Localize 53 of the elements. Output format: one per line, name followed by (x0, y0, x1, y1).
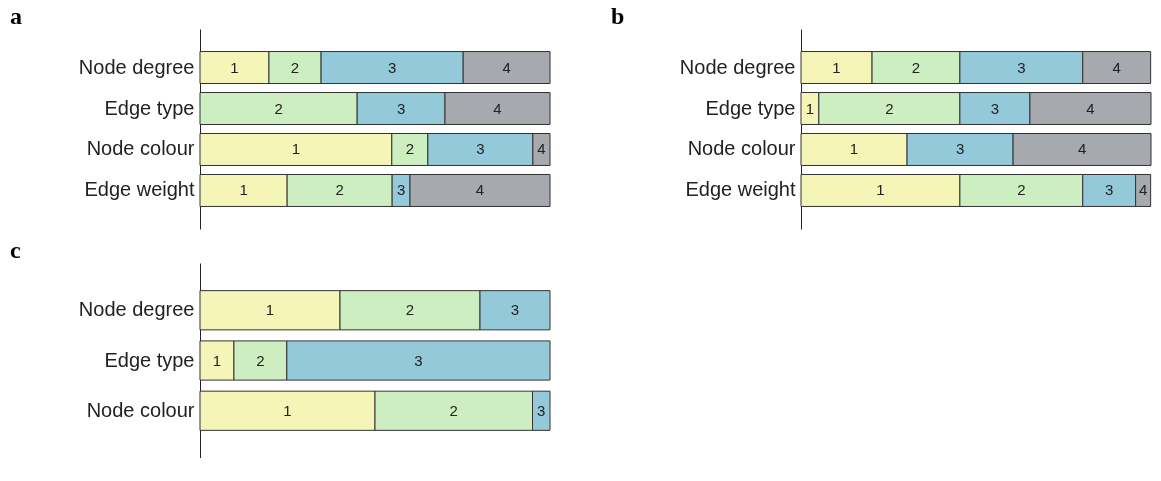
series-label: 1 (283, 401, 292, 419)
series-label: 4 (1138, 181, 1148, 199)
series-label: 1 (230, 58, 239, 76)
text: 3 (510, 301, 520, 319)
text: 2 (274, 99, 283, 117)
text: 3 (476, 140, 485, 158)
y-tick-label: Edge type (705, 96, 796, 119)
text: 3 (1105, 181, 1114, 199)
text: 1 (832, 58, 841, 76)
y-tick-label: Node degree (78, 298, 195, 321)
text: 2 (405, 301, 415, 319)
y-tick-label: Edge weight (685, 178, 796, 201)
series-label: 4 (537, 140, 546, 158)
text: 2 (1017, 181, 1026, 199)
text: 3 (955, 140, 965, 158)
text: 3 (396, 99, 406, 117)
chart-title: b (611, 3, 625, 29)
text: 4 (1112, 58, 1121, 76)
y-tick-label: Node colour (86, 137, 195, 160)
text: 1 (291, 140, 301, 158)
series-label: 3 (537, 401, 546, 419)
chart-title: a (10, 3, 22, 29)
y-tick-label: Node degree (679, 55, 796, 78)
text: 3 (387, 58, 397, 76)
text: 1 (212, 351, 222, 369)
text: 2 (335, 181, 344, 199)
chart-title: c (10, 237, 21, 263)
series-label: 2 (290, 58, 300, 76)
y-tick-label: Node colour (687, 137, 796, 160)
y-tick-label: Edge weight (84, 178, 195, 201)
text: 4 (1077, 140, 1087, 158)
text: 1 (849, 140, 859, 158)
series-label: 2 (449, 401, 458, 419)
series-label: 3 (1017, 58, 1026, 76)
text: 1 (876, 181, 885, 199)
series-label: 3 (396, 181, 406, 199)
text: 2 (885, 99, 894, 117)
series-label: 2 (911, 58, 921, 76)
series-label: 1 (805, 99, 815, 117)
y-tick-label: Edge type (104, 348, 195, 371)
y-tick-label: Edge type (104, 96, 195, 119)
text: 2 (256, 351, 265, 369)
y-tick-label: Node colour (86, 398, 195, 421)
text: 1 (239, 181, 248, 199)
text: 1 (265, 301, 275, 319)
text: 3 (414, 351, 423, 369)
text: 4 (502, 58, 511, 76)
text: 4 (1086, 99, 1095, 117)
text: 3 (990, 99, 1000, 117)
y-tick-label: Node degree (78, 55, 195, 78)
text: 4 (493, 99, 502, 117)
text: 4 (475, 181, 485, 199)
text: 2 (405, 140, 414, 158)
